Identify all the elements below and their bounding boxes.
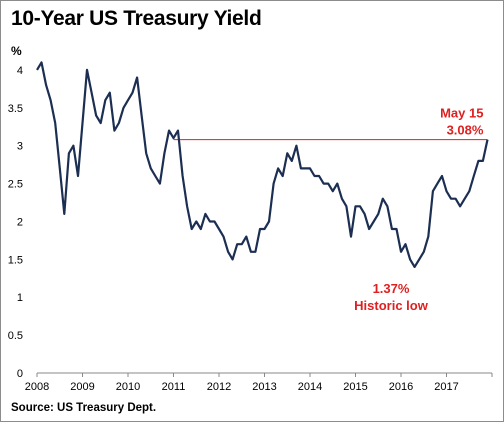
y-tick-label: 0	[17, 368, 23, 380]
annotation-text: 1.37%	[373, 281, 410, 296]
y-axis-label: %	[11, 44, 22, 58]
y-tick-label: 3.5	[8, 103, 23, 115]
x-tick-label: 2014	[298, 381, 322, 393]
x-tick-label: 2016	[389, 381, 413, 393]
x-tick-label: 2012	[207, 381, 231, 393]
y-tick-label: 3	[17, 141, 23, 153]
annotation-text: May 15	[440, 106, 483, 121]
annotation-text: 3.08%	[447, 123, 484, 138]
y-tick-label: 1.5	[8, 254, 23, 266]
x-tick-label: 2011	[162, 381, 186, 393]
x-tick-label: 2017	[434, 381, 458, 393]
axes: 0 0.5 1 1.5 2 2.5 3 3.5 4% 2008 2009 2010 2011 2012 20…	[8, 44, 493, 393]
y-tick-label: 2.5	[8, 179, 23, 191]
series-layer	[36, 61, 489, 268]
source-note: Source: US Treasury Dept.	[11, 402, 157, 414]
annotations: May 15 3.08% 1.37% Historic low	[354, 106, 484, 314]
series-line	[36, 61, 489, 268]
chart-title: 10-Year US Treasury Yield	[11, 7, 262, 30]
y-tick-label: 2	[17, 216, 23, 228]
y-tick-label: 1	[17, 292, 23, 304]
annotation-text: Historic low	[354, 298, 429, 313]
y-tick-label: 4	[17, 65, 23, 77]
x-tick-label: 2015	[343, 381, 367, 393]
x-tick-label: 2009	[70, 381, 94, 393]
x-tick-label: 2013	[252, 381, 276, 393]
x-tick-label: 2010	[116, 381, 140, 393]
y-tick-label: 0.5	[8, 330, 23, 342]
x-tick-label: 2008	[25, 381, 49, 393]
